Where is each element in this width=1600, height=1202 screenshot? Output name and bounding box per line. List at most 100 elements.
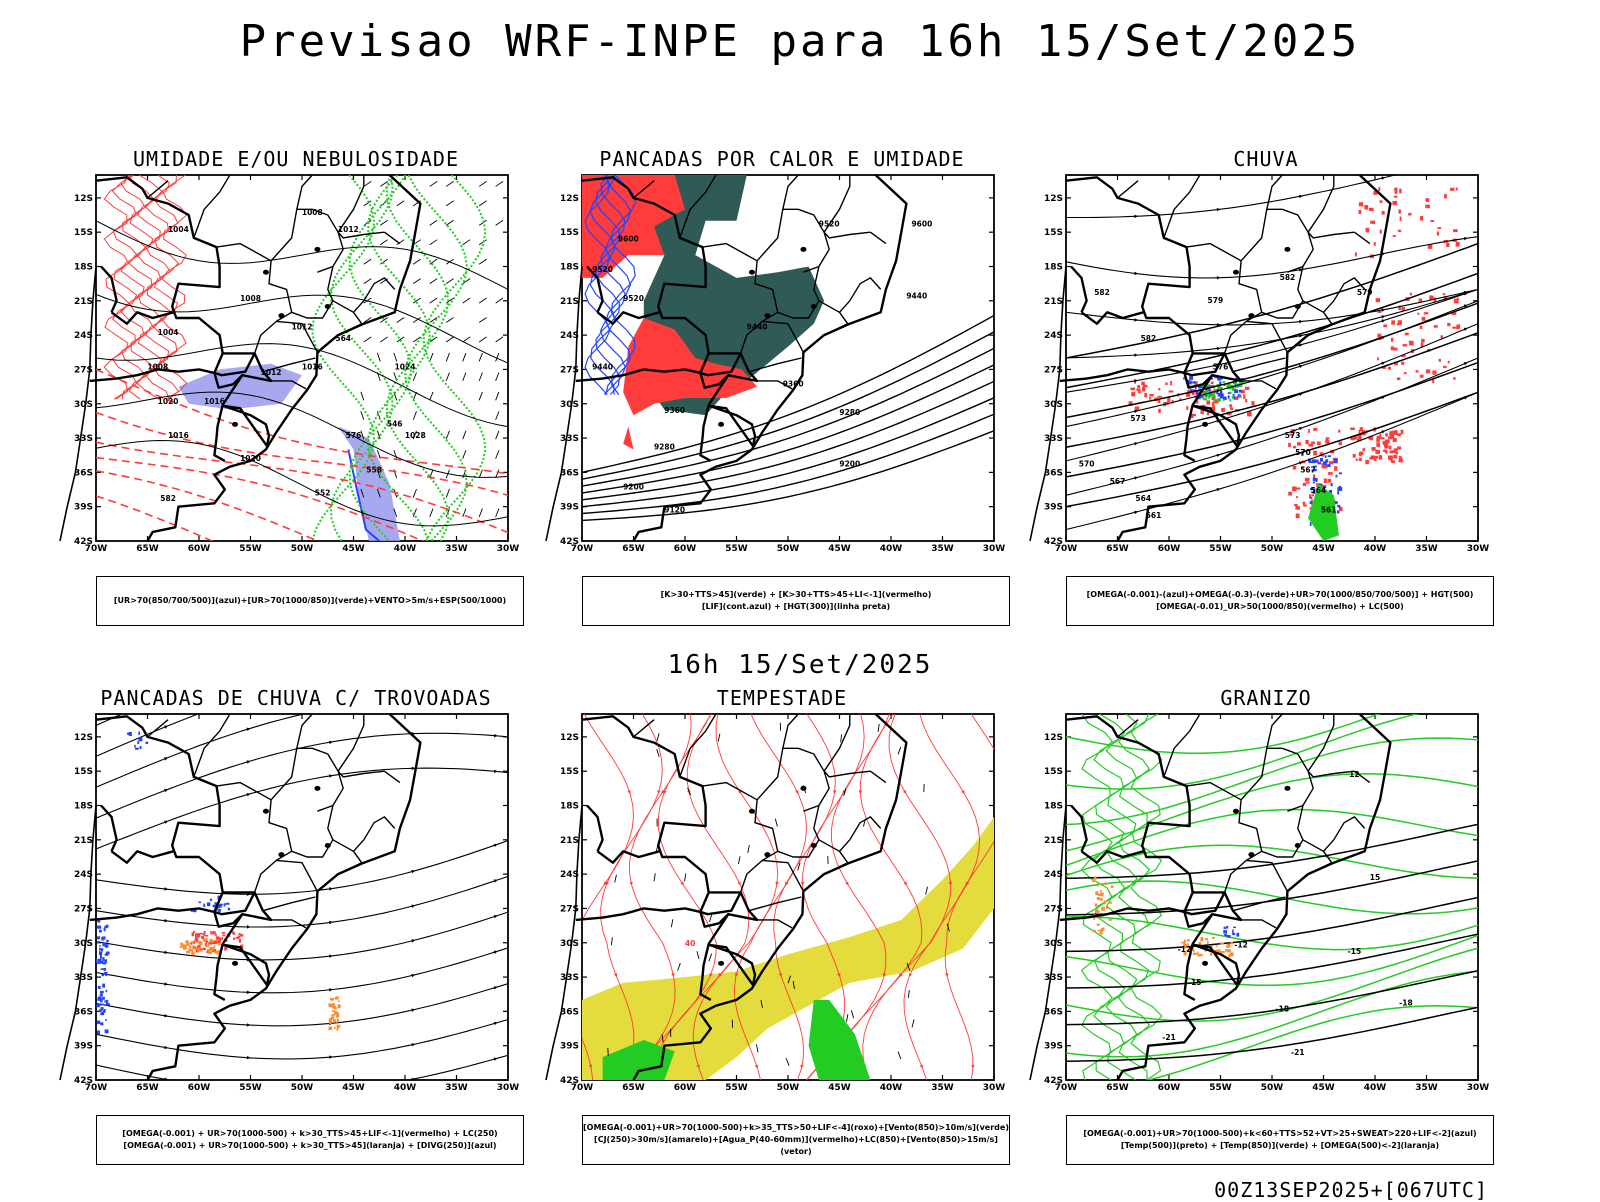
wind-arrow (496, 181, 503, 186)
wind-arrow (364, 279, 371, 284)
rain-red-cell (1384, 445, 1388, 448)
contour-label: 582 (1141, 334, 1157, 343)
streamline-arrow (329, 640, 333, 643)
divergence-blue-cell (146, 742, 149, 744)
omega-orange-cell (1106, 906, 1108, 909)
contour-label: 1008 (240, 294, 261, 303)
rain-blue-cell (1239, 390, 1242, 393)
hail-blue-cell (1223, 930, 1227, 933)
wind-arrow (496, 431, 499, 439)
lat-tick-label: 18S (560, 802, 579, 812)
thunder-orange-cell (337, 1025, 341, 1028)
state-border (276, 860, 317, 891)
thunder-orange-cell (330, 998, 334, 1001)
rain-red-cell (1391, 338, 1393, 342)
omega-orange-cell (1099, 883, 1101, 885)
rain-red-cell (1424, 312, 1429, 314)
state-border (217, 209, 344, 272)
wind-arrow (430, 298, 437, 303)
divergence-blue-cell (102, 984, 105, 988)
thunder-orange-cell (185, 940, 188, 943)
country-border (1060, 892, 1193, 920)
contour-label: 1024 (395, 362, 416, 371)
rain-red-cell (1221, 408, 1225, 412)
rain-green-cell (1229, 399, 1231, 401)
rain-red-cell (1377, 436, 1381, 439)
rain-red-cell (1212, 402, 1214, 406)
state-border (840, 278, 881, 312)
rain-red-cell (1369, 457, 1373, 459)
rain-green-cell (1239, 396, 1242, 398)
wind-arrow (380, 181, 387, 186)
country-border (214, 977, 224, 1000)
lake (718, 422, 724, 427)
rain-red-cell (1243, 394, 1245, 398)
rain-red-cell (1393, 235, 1396, 237)
omega-orange-cell (1220, 942, 1223, 944)
omega-orange-cell (1205, 938, 1208, 940)
state-border (680, 714, 716, 777)
rain-red-cell (1388, 367, 1391, 370)
rain-red-cell (1359, 202, 1363, 206)
hail-blue-cell (1226, 926, 1228, 929)
omega-orange-cell (1105, 882, 1107, 885)
lake (1284, 786, 1290, 791)
lat-tick-label: 12S (560, 194, 579, 204)
temp850-contour (1082, 714, 1113, 1080)
omega-orange-cell (1095, 891, 1098, 895)
legend-box: [OMEGA(-0.001)+UR>70(1000-500)+k>35_TTS>… (582, 1115, 1010, 1165)
rain-red-cell (1142, 387, 1145, 392)
contour-label: 9600 (618, 234, 639, 243)
legend-box: [UR>70(850/700/500)](azul)+[UR>70(1000/8… (96, 576, 524, 626)
rain-red-cell (1130, 388, 1135, 391)
omega-orange-cell (1221, 951, 1225, 953)
wind-arrow (463, 450, 466, 458)
contour-label: 573 (1285, 431, 1301, 440)
divergence-blue-cell (104, 928, 106, 931)
contour-label: 564 (1135, 494, 1151, 503)
thickness-contour (96, 413, 508, 496)
lon-tick-label: 70W (1055, 1083, 1078, 1093)
rain-red-cell (1311, 441, 1315, 443)
rain-red-cell (1149, 397, 1151, 399)
contour-label: 1004 (158, 328, 179, 337)
wind-arrow (479, 201, 486, 206)
rain-blue-cell (1335, 501, 1338, 504)
rain-red-cell (1303, 505, 1307, 507)
lon-tick-label: 30W (1467, 544, 1490, 554)
thunder-red-cell (201, 936, 203, 938)
rain-red-cell (1405, 333, 1409, 336)
lon-tick-label: 60W (1158, 1083, 1181, 1093)
rain-red-cell (1420, 216, 1423, 221)
streamline-arrow (833, 790, 836, 794)
rain-red-cell (1439, 359, 1441, 362)
wind-arrow (446, 201, 453, 206)
divergence-blue-cell (219, 904, 223, 906)
wind-arrow (463, 298, 470, 303)
contour-label: 582 (160, 494, 176, 503)
rain-red-cell (1391, 346, 1394, 350)
lon-tick-label: 70W (1055, 544, 1078, 554)
wind-arrow (364, 259, 371, 264)
streamline-arrow (859, 790, 862, 794)
rain-blue-cell (1338, 505, 1340, 507)
thunder-orange-cell (191, 949, 193, 951)
wind-vector (657, 749, 659, 757)
contour-label: -18 (1276, 1004, 1290, 1013)
wind-vector (756, 1044, 757, 1052)
rain-red-cell (1400, 320, 1402, 324)
thunder-orange-cell (182, 944, 186, 947)
lon-tick-label: 45W (828, 544, 851, 554)
contour-label: 576 (346, 431, 362, 440)
state-border (824, 232, 870, 238)
lake (800, 247, 806, 252)
lon-tick-label: 45W (828, 1083, 851, 1093)
wind-vector (697, 951, 699, 959)
legend-line-1: [OMEGA(-0.001)+UR>70(1000-500)+k>35_TTS>… (583, 1122, 1009, 1134)
thunder-orange-cell (217, 951, 219, 955)
wind-arrow (446, 279, 453, 284)
rain-blue-cell (1313, 482, 1315, 484)
